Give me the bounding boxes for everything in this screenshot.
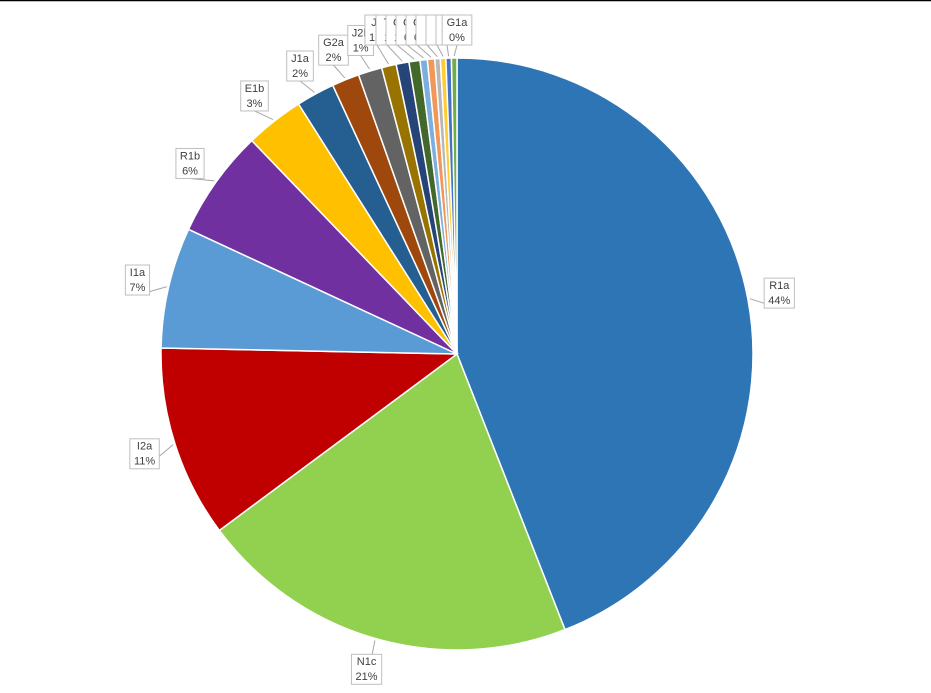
leader-line (436, 44, 444, 57)
label-box (350, 653, 383, 685)
label-box (175, 147, 205, 179)
leader-line (254, 110, 274, 121)
value-label: 44% (768, 295, 790, 307)
leader-line (396, 44, 415, 60)
category-label: G1a (447, 17, 469, 29)
value-label: 3% (247, 98, 263, 110)
pie-slice (218, 352, 566, 651)
label-box (124, 264, 151, 296)
leader-line (333, 64, 346, 79)
leader-line (406, 44, 424, 59)
pie-slice (450, 57, 458, 355)
leader-line (416, 44, 432, 58)
leader-line (360, 55, 370, 70)
value-label: 6% (182, 165, 198, 177)
value-label: 11% (134, 456, 155, 468)
category-label: R1b (180, 150, 200, 162)
category-label: N1c (357, 656, 377, 668)
value-label: 2% (292, 68, 308, 80)
label-box (240, 80, 269, 112)
leader-line (446, 44, 450, 57)
category-label: J1a (291, 53, 310, 65)
category-label: G2a (323, 37, 345, 49)
label-box (286, 50, 314, 82)
category-label: E1b (245, 83, 265, 95)
label-box (763, 277, 795, 309)
value-label: 2% (326, 52, 342, 64)
leader-line (453, 44, 458, 57)
category-label: I1a (130, 267, 146, 279)
slices (160, 57, 754, 651)
label-box (129, 438, 160, 470)
pie-slice (160, 347, 460, 532)
pie-slice (456, 57, 754, 631)
leader-line (299, 80, 315, 93)
leader-line (376, 44, 389, 65)
leader-line (426, 44, 438, 57)
label-box (318, 34, 349, 66)
pie-slice (160, 228, 458, 355)
category-label: I2a (137, 441, 153, 453)
category-label: R1a (769, 280, 790, 292)
value-label: 7% (130, 282, 146, 294)
value-label: 0% (449, 32, 465, 44)
leader-line (386, 44, 403, 62)
value-label: 21% (356, 671, 378, 683)
labels: R1a 44% N1c 21% I2a 11% I1a 7% R1b 6% E1b 3% J1a 2% G2… (124, 14, 795, 685)
label-box (441, 14, 473, 46)
